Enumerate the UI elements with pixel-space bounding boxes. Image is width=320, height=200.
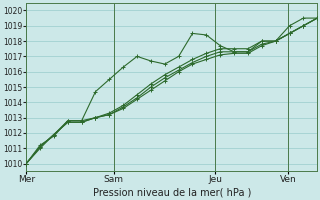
X-axis label: Pression niveau de la mer( hPa ): Pression niveau de la mer( hPa ): [92, 187, 251, 197]
